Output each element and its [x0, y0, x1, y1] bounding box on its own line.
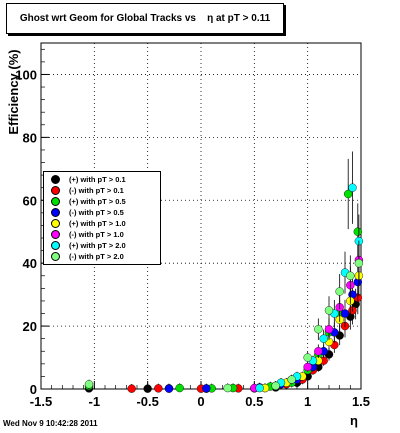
x-tick-label: 1.5: [352, 394, 370, 409]
legend-label: (+) with pT > 1.0: [69, 218, 126, 228]
data-point: [335, 287, 344, 296]
data-point: [340, 309, 350, 318]
data-point: [202, 384, 211, 393]
data-point: [324, 306, 334, 315]
data-point: [353, 227, 362, 236]
y-tick-label: 100: [15, 67, 37, 82]
legend-label: (+) with pT > 0.1: [69, 174, 126, 184]
legend-label: (-) with pT > 1.0: [69, 229, 124, 239]
data-point: [319, 334, 328, 343]
data-point: [143, 384, 152, 393]
x-tick-label: -1.5: [30, 394, 52, 409]
data-point: [287, 375, 296, 384]
x-axis-label: η: [350, 413, 358, 428]
x-tick-label: -1: [89, 394, 101, 409]
legend-marker: [51, 218, 60, 228]
data-point: [84, 380, 94, 389]
data-point: [314, 347, 323, 356]
data-point: [303, 362, 312, 372]
x-tick-label: 0: [197, 394, 204, 409]
data-point: [303, 353, 312, 362]
data-point: [175, 383, 184, 393]
x-tick-label: 1: [304, 394, 311, 409]
legend-marker: [51, 185, 60, 195]
legend-entry: (-) with pT > 2.0: [44, 251, 160, 262]
data-points: [84, 151, 364, 393]
legend-entry: (-) with pT > 0.5: [44, 207, 160, 218]
legend-marker: [51, 229, 60, 239]
legend-label: (+) with pT > 0.5: [69, 196, 126, 206]
data-point: [271, 381, 280, 391]
data-point: [223, 383, 232, 393]
legend-entry: (-) with pT > 1.0: [44, 229, 160, 240]
legend-marker: [51, 240, 60, 250]
legend-marker: [51, 196, 60, 206]
y-tick-label: 20: [23, 319, 37, 334]
data-point: [164, 384, 174, 393]
footer-timestamp: Wed Nov 9 10:42:28 2011: [3, 419, 98, 428]
data-point: [154, 384, 163, 393]
legend-label: (-) with pT > 0.5: [69, 207, 124, 217]
data-point: [255, 383, 264, 393]
x-tick-label: 0.5: [245, 394, 263, 409]
legend-marker: [51, 174, 60, 184]
data-point: [314, 325, 323, 334]
data-point: [348, 183, 357, 192]
legend-label: (-) with pT > 2.0: [69, 251, 124, 261]
legend-entry: (+) with pT > 0.1: [44, 174, 160, 185]
data-point: [354, 258, 364, 268]
legend-label: (+) with pT > 2.0: [69, 240, 126, 250]
y-tick-label: 80: [23, 130, 37, 145]
y-tick-label: 40: [23, 256, 37, 271]
data-point: [346, 271, 355, 280]
y-axis-label: Efficiency (%): [6, 49, 21, 134]
legend: (+) with pT > 0.1 (-) with pT > 0.1 (+) wi…: [43, 171, 161, 265]
legend-entry: (+) with pT > 2.0: [44, 240, 160, 251]
legend-entry: (-) with pT > 0.1: [44, 185, 160, 196]
y-tick-label: 0: [30, 382, 37, 397]
y-tick-label: 60: [23, 193, 37, 208]
legend-entry: (+) with pT > 1.0: [44, 218, 160, 229]
legend-label: (-) with pT > 0.1: [69, 185, 124, 195]
legend-entry: (+) with pT > 0.5: [44, 196, 160, 207]
x-tick-label: -0.5: [136, 394, 158, 409]
chart-title: Ghost wrt Geom for Global Tracks vs η at…: [6, 3, 284, 34]
legend-marker: [51, 207, 60, 217]
data-point: [127, 384, 136, 393]
legend-marker: [51, 251, 60, 261]
data-point: [324, 325, 334, 334]
